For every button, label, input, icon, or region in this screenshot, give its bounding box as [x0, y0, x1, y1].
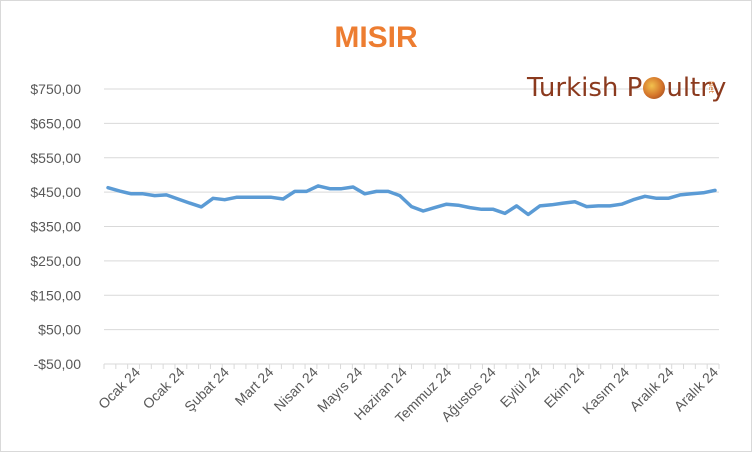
x-tick-label: Ocak 24: [139, 364, 187, 412]
x-tick-label: Mart 24: [232, 364, 277, 409]
y-tick-label: $450,00: [30, 184, 81, 200]
logo-text-before: Turkish P: [527, 73, 643, 103]
y-tick-label: $350,00: [30, 219, 81, 235]
turkish-poultry-logo: Turkish P ultry Net: [527, 71, 727, 109]
y-tick-label: $50,00: [38, 322, 81, 338]
series-line: [106, 184, 717, 217]
y-tick-label: $550,00: [30, 150, 81, 166]
y-axis-ticks: $750,00 $650,00 $550,00 $450,00 $350,00 $250,…: [30, 81, 81, 372]
series-layer: [106, 184, 717, 217]
poultry-ball-icon: [643, 77, 666, 99]
logo-text-after: ultry: [666, 73, 727, 103]
y-tick-label: $150,00: [30, 287, 81, 303]
x-tick-label: Aralık 24: [626, 364, 677, 415]
chart-title: MISIR: [334, 21, 418, 54]
x-axis: [103, 363, 720, 369]
x-tick-label: Ocak 24: [95, 364, 143, 412]
x-tick-label: Nisan 24: [271, 364, 322, 415]
x-tick-label: Eylül 24: [497, 364, 544, 411]
x-tick-label: Şubat 24: [181, 364, 232, 415]
logo-wordmark: Turkish P ultry: [527, 73, 726, 103]
x-tick-label: Kasım 24: [579, 364, 632, 417]
y-tick-label: $750,00: [30, 81, 81, 97]
y-tick-label: $250,00: [30, 253, 81, 269]
y-tick-label: -$50,00: [34, 356, 82, 372]
x-tick-label: Aralık 24: [671, 364, 722, 415]
grid-lines: [104, 88, 719, 331]
y-tick-label: $650,00: [30, 115, 81, 131]
logo-sub: Net: [707, 81, 715, 94]
